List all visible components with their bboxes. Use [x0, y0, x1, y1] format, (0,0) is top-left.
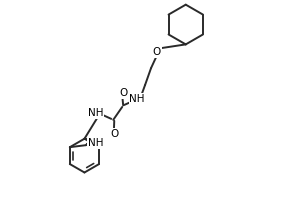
Text: NH: NH — [129, 94, 145, 104]
Text: O: O — [119, 88, 127, 98]
Text: O: O — [110, 129, 118, 139]
Text: NH: NH — [88, 138, 104, 148]
Text: NH: NH — [88, 108, 103, 118]
Text: O: O — [153, 47, 161, 57]
